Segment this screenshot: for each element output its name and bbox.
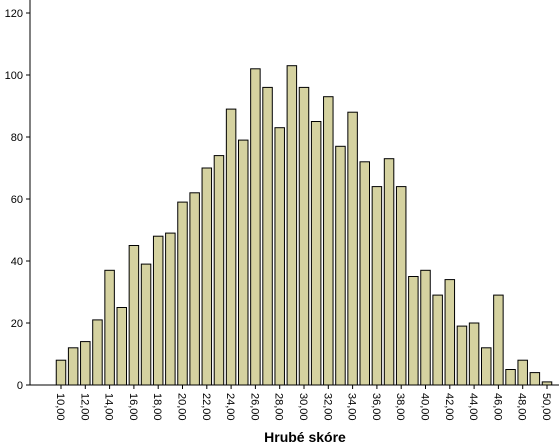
- histogram-bar: [104, 269, 115, 386]
- histogram-bar: [481, 347, 492, 386]
- histogram-bar: [310, 121, 322, 386]
- histogram-bar: [92, 319, 103, 386]
- y-tick-label: 80: [11, 132, 23, 144]
- x-tick-label: 30,00: [297, 393, 309, 421]
- x-tick-label: 10,00: [54, 393, 66, 421]
- histogram-bar: [80, 341, 91, 386]
- histogram-bar: [274, 127, 285, 386]
- histogram-bar: [347, 111, 358, 386]
- histogram-bar: [529, 372, 541, 386]
- histogram-bar: [335, 145, 346, 386]
- histogram-bar: [298, 86, 310, 386]
- histogram-bar: [323, 96, 334, 386]
- x-tick-label: 42,00: [443, 393, 455, 421]
- histogram-bar: [371, 186, 383, 386]
- x-tick-label: 38,00: [394, 393, 406, 421]
- x-tick-label: 36,00: [370, 393, 382, 421]
- y-tick-label: 40: [11, 256, 23, 268]
- histogram-bar: [67, 347, 79, 386]
- histogram-bar: [517, 359, 528, 386]
- histogram-bar: [213, 155, 225, 386]
- x-tick-label: 12,00: [78, 393, 90, 421]
- x-tick-label: 22,00: [200, 393, 212, 421]
- histogram-bar: [140, 263, 152, 386]
- x-tick-label: 46,00: [491, 393, 503, 421]
- x-tick-label: 24,00: [224, 393, 236, 421]
- histogram-bar: [493, 294, 504, 386]
- histogram-bar: [177, 201, 188, 386]
- histogram-bar: [383, 158, 395, 386]
- histogram-bar: [432, 294, 443, 386]
- x-tick-label: 40,00: [419, 393, 431, 421]
- histogram-bar: [468, 322, 480, 386]
- x-axis: 10,00 12,00 14,00 16,00 18,00 20,00 22,00 24,00…: [54, 385, 552, 421]
- bars: [55, 65, 553, 386]
- histogram-bar: [408, 276, 419, 386]
- x-tick-label: 16,00: [127, 393, 139, 421]
- histogram-bar: [456, 325, 468, 386]
- histogram-bar: [128, 245, 140, 386]
- histogram-bar: [250, 68, 261, 386]
- histogram-bar: [505, 369, 516, 386]
- histogram-bar: [152, 235, 164, 386]
- histogram-bar: [55, 359, 67, 386]
- x-axis-title: Hrubé skóre: [264, 429, 346, 445]
- x-tick-label: 48,00: [516, 393, 528, 421]
- x-tick-label: 50,00: [540, 393, 552, 421]
- y-axis: 0 20 40 60 80 100 120: [5, 8, 30, 392]
- x-tick-label: 44,00: [467, 393, 479, 421]
- y-tick-label: 20: [11, 318, 23, 330]
- histogram-bar: [286, 65, 298, 386]
- x-tick-label: 26,00: [248, 393, 260, 421]
- y-tick-label: 60: [11, 194, 23, 206]
- y-tick-label: 120: [5, 8, 23, 20]
- histogram-bar: [189, 192, 200, 386]
- x-tick-label: 32,00: [321, 393, 333, 421]
- histogram-bar: [262, 86, 273, 386]
- y-tick-label: 100: [5, 70, 23, 82]
- histogram-bar: [225, 108, 237, 386]
- histogram-bar: [201, 167, 213, 386]
- x-tick-label: 28,00: [273, 393, 285, 421]
- histogram-bar: [238, 139, 249, 386]
- histogram-bar: [444, 279, 456, 386]
- x-tick-label: 18,00: [151, 393, 163, 421]
- histogram-bar: [116, 307, 127, 386]
- x-tick-label: 14,00: [103, 393, 115, 421]
- histogram-bar: [420, 269, 431, 386]
- y-tick-label: 0: [17, 380, 23, 392]
- histogram-bar: [395, 186, 407, 386]
- histogram-bar: [359, 161, 370, 386]
- x-tick-label: 34,00: [346, 393, 358, 421]
- x-tick-label: 20,00: [176, 393, 188, 421]
- histogram-bar: [165, 232, 176, 386]
